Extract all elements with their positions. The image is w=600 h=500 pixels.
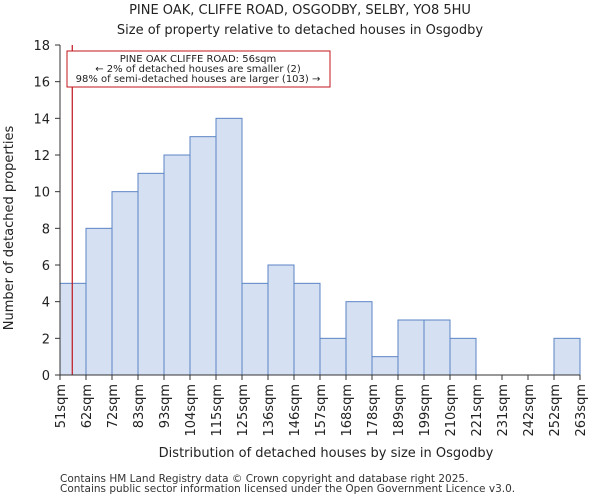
footer-licence: Contains public sector information licen… (60, 483, 516, 495)
x-tick-label: 146sqm (288, 384, 303, 437)
y-tick-label: 4 (42, 296, 50, 311)
y-tick-label: 0 (42, 369, 50, 384)
y-tick-label: 2 (42, 332, 50, 347)
annotation-line-3: 98% of semi-detached houses are larger (… (76, 74, 321, 85)
bar-115sqm (215, 117, 243, 376)
footer-copyright: Contains HM Land Registry data © Crown c… (60, 473, 469, 485)
bar-125sqm (241, 282, 269, 376)
annotation-line-2: ← 2% of detached houses are smaller (2) (95, 64, 301, 75)
bar-62sqm (85, 227, 113, 376)
y-tick-label: 14 (33, 112, 50, 127)
annotation-box: PINE OAK CLIFFE ROAD: 56sqm ← 2% of deta… (66, 50, 331, 88)
bar-146sqm (293, 282, 321, 376)
annotation-line-1: PINE OAK CLIFFE ROAD: 56sqm (120, 54, 277, 65)
x-tick-label: 93sqm (158, 384, 173, 428)
annotation-border (66, 50, 331, 88)
chart-subtitle: Size of property relative to detached ho… (117, 23, 484, 38)
x-axis-label: Distribution of detached houses by size … (159, 446, 494, 461)
x-tick-label: 199sqm (418, 384, 433, 437)
bar-199sqm (423, 319, 451, 376)
x-tick-label: 62sqm (80, 384, 95, 428)
x-tick-label: 72sqm (106, 384, 121, 428)
bar-104sqm (189, 136, 217, 376)
x-tick-label: 51sqm (54, 384, 69, 428)
x-tick-label: 189sqm (392, 384, 407, 437)
bars-group (59, 117, 581, 376)
bar-93sqm (163, 154, 191, 376)
bar-189sqm (397, 319, 425, 376)
x-tick-label: 136sqm (262, 384, 277, 437)
bar-83sqm (137, 172, 165, 376)
x-tick-label: 83sqm (132, 384, 147, 428)
y-axis-label: Number of detached properties (2, 126, 17, 331)
bar-72sqm (111, 191, 139, 376)
bar-136sqm (267, 264, 295, 376)
y-tick-label: 6 (42, 259, 50, 274)
x-tick-label: 263sqm (574, 384, 589, 437)
bar-51sqm (59, 282, 87, 376)
y-tick-label: 12 (33, 149, 50, 164)
x-tick-label: 252sqm (548, 384, 563, 437)
x-tick-label: 104sqm (184, 384, 199, 437)
x-tick-label: 178sqm (366, 384, 381, 437)
bar-178sqm (371, 356, 399, 376)
x-tick-label: 115sqm (210, 384, 225, 437)
x-tick-label: 242sqm (522, 384, 537, 437)
y-tick-label: 8 (42, 222, 50, 237)
y-tick-label: 16 (33, 76, 50, 91)
x-tick-label: 125sqm (236, 384, 251, 437)
x-ticks-group: 51sqm 62sqm 72sqm 83sqm 93sqm 104sqm 115sqm 125… (54, 375, 589, 437)
bar-252sqm (553, 337, 581, 376)
bar-168sqm (345, 301, 373, 376)
x-tick-label: 157sqm (314, 384, 329, 437)
bar-210sqm (449, 337, 477, 376)
x-tick-label: 231sqm (496, 384, 511, 437)
x-tick-label: 210sqm (444, 384, 459, 437)
y-tick-label: 18 (33, 39, 50, 54)
bar-157sqm (319, 337, 347, 376)
chart-title: PINE OAK, CLIFFE ROAD, OSGODBY, SELBY, Y… (129, 3, 471, 18)
y-ticks-group: 0 2 4 6 8 10 12 14 16 18 (33, 39, 60, 384)
y-tick-label: 10 (33, 186, 50, 201)
x-tick-label: 221sqm (470, 384, 485, 437)
x-tick-label: 168sqm (340, 384, 355, 437)
